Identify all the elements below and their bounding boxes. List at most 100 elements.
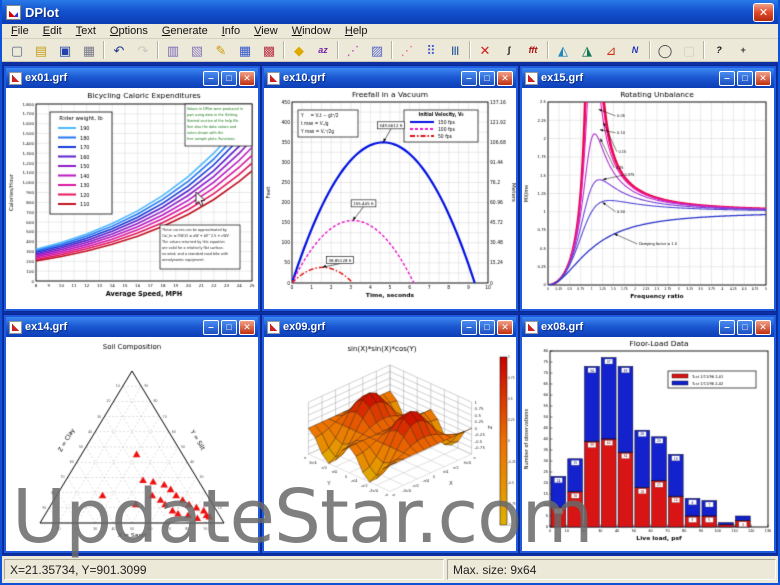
toolbar-new-button[interactable]: ▢ — [5, 40, 29, 61]
app-title: DPlot — [25, 4, 59, 20]
ex01-close-button[interactable]: ✕ — [239, 70, 255, 86]
child-window-ex01: ex01.grf ‒ □ ✕ — [4, 66, 260, 311]
toolbar-zoom-button[interactable]: ◯ — [653, 40, 677, 61]
open-icon: ▤ — [34, 42, 48, 58]
ex15-maximize-button[interactable]: □ — [737, 70, 753, 86]
ex14-close-button[interactable]: ✕ — [239, 319, 255, 335]
toolbar-edit-plot-button[interactable]: ▩ — [257, 40, 281, 61]
toolbar-plot-fan-button[interactable]: ⋰ — [395, 40, 419, 61]
toolbar-curve-points-button[interactable]: ✕ — [473, 40, 497, 61]
toolbar-save-button[interactable]: ▣ — [53, 40, 77, 61]
ex10-title-bar[interactable]: ex10.grf ‒ □ ✕ — [264, 68, 516, 88]
menu-edit[interactable]: Edit — [42, 24, 62, 37]
zoom-extents-icon: ▢ — [682, 42, 696, 58]
status-coordinates: X=21.35734, Y=901.3099 — [4, 559, 444, 580]
normalize-icon: N — [631, 44, 639, 55]
paste-icon: ▧ — [190, 42, 204, 58]
ex08-title-bar[interactable]: ex08.grf ‒ □ ✕ — [522, 317, 774, 337]
toolbar-edit-table-button[interactable]: ▦ — [233, 40, 257, 61]
ex08-maximize-button[interactable]: □ — [737, 319, 753, 335]
toolbar-separator — [703, 41, 705, 59]
edit-table-icon: ▦ — [238, 42, 252, 58]
ex10-maximize-button[interactable]: □ — [479, 70, 495, 86]
toolbar-text-az-button[interactable]: az — [311, 40, 335, 61]
child-window-ex10: ex10.grf ‒ □ ✕ — [262, 66, 518, 311]
ex10-close-button[interactable]: ✕ — [497, 70, 513, 86]
toolbar-integral-button[interactable]: ∫ — [497, 40, 521, 61]
ex15-minimize-button[interactable]: ‒ — [719, 70, 735, 86]
toolbar-normalize-button[interactable]: N — [623, 40, 647, 61]
ex14-title: ex14.grf — [25, 321, 68, 333]
ex08-chart-canvas — [522, 337, 774, 551]
toolbar-undo-button[interactable]: ↶ — [107, 40, 131, 61]
close-button[interactable]: ✕ — [753, 2, 774, 22]
toolbar-note-button[interactable]: ◆ — [287, 40, 311, 61]
print-icon: ▦ — [82, 42, 96, 58]
ex14-minimize-button[interactable]: ‒ — [203, 319, 219, 335]
text-az-icon: az — [318, 44, 328, 55]
image-icon: ◭ — [558, 42, 568, 58]
title-bar[interactable]: DPlot ✕ — [2, 0, 778, 24]
ex09-close-button[interactable]: ✕ — [497, 319, 513, 335]
ex09-chart-canvas — [264, 337, 516, 551]
menu-file[interactable]: File — [11, 24, 29, 37]
menu-options[interactable]: Options — [109, 24, 148, 37]
toolbar-fft-button[interactable]: fft — [521, 40, 545, 61]
toolbar-separator — [337, 41, 339, 59]
new-icon: ▢ — [10, 42, 24, 58]
ex15-title-bar[interactable]: ex15.grf ‒ □ ✕ — [522, 68, 774, 88]
menu-bar: File Edit Text Options Generate Info View Windo… — [2, 24, 778, 39]
ex01-maximize-button[interactable]: □ — [221, 70, 237, 86]
toolbar-edit-pencil-button[interactable]: ✎ — [209, 40, 233, 61]
ex01-title-bar[interactable]: ex01.grf ‒ □ ✕ — [6, 68, 258, 88]
menu-window[interactable]: Window — [291, 24, 331, 37]
toolbar-plot-bars-button[interactable]: ||| — [443, 40, 467, 61]
grf-document-icon — [525, 71, 538, 85]
ex08-minimize-button[interactable]: ‒ — [719, 319, 735, 335]
toolbar-separator — [283, 41, 285, 59]
image-bars-icon: ◮ — [582, 42, 592, 58]
ex10-title: ex10.grf — [283, 72, 326, 84]
curve-points-icon: ✕ — [479, 42, 491, 58]
ex10-minimize-button[interactable]: ‒ — [461, 70, 477, 86]
ex14-maximize-button[interactable]: □ — [221, 319, 237, 335]
menu-view[interactable]: View — [254, 24, 278, 37]
toolbar-image-button[interactable]: ◭ — [551, 40, 575, 61]
edit-pencil-icon: ✎ — [215, 42, 227, 58]
toolbar-plot-grid-button[interactable]: ▨ — [365, 40, 389, 61]
fft-icon: fft — [528, 44, 538, 55]
toolbar-plot-symbols-button[interactable]: ⠿ — [419, 40, 443, 61]
ex15-chart-canvas — [522, 88, 774, 309]
toolbar-plot-lines-button[interactable]: ⋰ — [341, 40, 365, 61]
toolbar-print-button[interactable]: ▦ — [77, 40, 101, 61]
ex09-title-bar[interactable]: ex09.grf ‒ □ ✕ — [264, 317, 516, 337]
menu-text[interactable]: Text — [75, 24, 96, 37]
toolbar-copy-button[interactable]: ▥ — [161, 40, 185, 61]
copy-icon: ▥ — [166, 42, 180, 58]
toolbar-open-button[interactable]: ▤ — [29, 40, 53, 61]
toolbar-help-pointer-button[interactable]: ? — [707, 40, 731, 61]
grf-document-icon — [9, 71, 22, 85]
toolbar-redo-button[interactable]: ↷ — [131, 40, 155, 61]
ex01-chart-canvas — [6, 88, 258, 309]
toolbar-paste-button[interactable]: ▧ — [185, 40, 209, 61]
toolbar-image-bars-button[interactable]: ◮ — [575, 40, 599, 61]
toolbar-crosshair-button[interactable]: + — [731, 40, 755, 61]
toolbar-slope-button[interactable]: ⊿ — [599, 40, 623, 61]
toolbar-separator — [103, 41, 105, 59]
ex08-title: ex08.grf — [541, 321, 584, 333]
app-icon — [6, 4, 21, 20]
ex15-close-button[interactable]: ✕ — [755, 70, 771, 86]
ex14-title-bar[interactable]: ex14.grf ‒ □ ✕ — [6, 317, 258, 337]
menu-help[interactable]: Help — [344, 24, 368, 37]
menu-generate[interactable]: Generate — [161, 24, 208, 37]
save-icon: ▣ — [58, 42, 72, 58]
ex09-maximize-button[interactable]: □ — [479, 319, 495, 335]
menu-info[interactable]: Info — [221, 24, 241, 37]
ex08-close-button[interactable]: ✕ — [755, 319, 771, 335]
ex09-minimize-button[interactable]: ‒ — [461, 319, 477, 335]
child-window-ex09: ex09.grf ‒ □ ✕ — [262, 315, 518, 553]
toolbar-zoom-extents-button[interactable]: ▢ — [677, 40, 701, 61]
ex01-minimize-button[interactable]: ‒ — [203, 70, 219, 86]
